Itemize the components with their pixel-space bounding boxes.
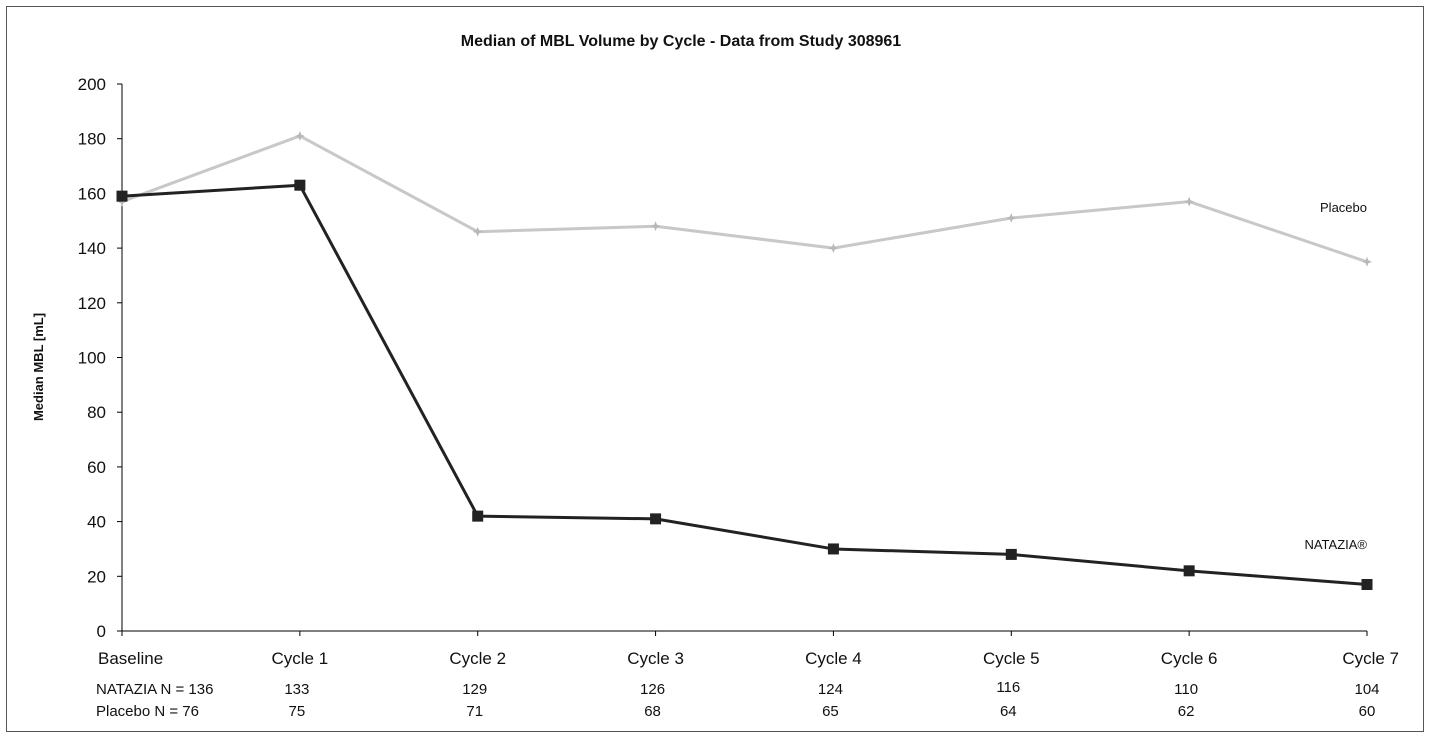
chart-frame [6,6,1424,732]
series-label-natazia: NATAZIA® [1304,537,1367,552]
n-row-value: 124 [818,681,843,698]
y-tick-label: 180 [78,130,106,149]
data-point-placebo [1006,213,1017,223]
n-row-value: 126 [640,681,665,698]
n-row-label: Placebo N = 76 [96,703,199,720]
data-point-placebo [650,221,661,232]
y-tick-label: 160 [78,184,106,203]
y-tick-label: 140 [78,239,106,258]
data-point-natazia [294,179,306,191]
series-line-placebo [121,134,1368,264]
data-point-natazia [1183,565,1195,577]
n-row-value: 116 [996,679,1020,696]
data-point-natazia [827,543,839,555]
n-row-value: 133 [284,681,309,698]
x-tick-label: Baseline [98,649,163,668]
data-point-natazia [1005,548,1017,560]
data-point-placebo [472,226,483,237]
data-point-placebo [1184,196,1195,207]
n-row-value: 104 [1354,681,1379,698]
y-tick-label: 80 [87,403,106,422]
y-tick-label: 40 [87,513,106,532]
n-row-value: 64 [1000,703,1017,720]
chart-title: Median of MBL Volume by Cycle - Data fro… [461,33,902,50]
x-tick-label: Cycle 2 [449,649,506,668]
n-row-value: 110 [1174,681,1198,698]
n-row-value: 71 [466,703,483,720]
series-label-placebo: Placebo [1320,200,1367,215]
n-row-value: 65 [822,703,839,720]
x-tick-label: Cycle 3 [627,649,684,668]
n-row-value: 60 [1359,703,1376,720]
x-tick-label: Cycle 7 [1342,649,1399,668]
n-row-value: 75 [289,703,306,720]
n-row-value: 129 [462,681,487,698]
n-row-label: NATAZIA N = 136 [96,681,213,698]
y-tick-label: 0 [97,622,106,641]
x-tick-label: Cycle 6 [1161,649,1218,668]
y-ticks: 0 20 40 60 80 100 120 140 160 180 200 [78,75,122,641]
data-point-natazia [116,190,128,202]
y-tick-label: 20 [87,567,106,586]
n-row-value: 62 [1178,703,1195,720]
series-group [116,131,1373,591]
x-tick-label: Cycle 4 [805,649,862,668]
axes [121,84,1367,632]
data-point-natazia [472,510,484,522]
y-axis-label: Median MBL [mL] [31,313,46,421]
data-point-natazia [1361,579,1373,591]
data-point-placebo [294,131,305,141]
y-tick-label: 200 [78,75,106,94]
n-row-value: 68 [644,703,661,720]
series-line-natazia [121,183,1368,587]
x-tick-label: Cycle 1 [272,649,329,668]
y-tick-label: 60 [87,458,106,477]
y-tick-label: 120 [78,294,106,313]
data-point-natazia [650,513,662,525]
n-table: NATAZIA N = 136 133 129 126 124 116 110 104 Plac… [96,679,1380,720]
x-tick-label: Cycle 5 [983,649,1040,668]
data-point-placebo [1362,256,1372,267]
data-point-placebo [828,243,839,254]
x-ticks: Baseline Cycle 1 Cycle 2 Cycle 3 Cycle 4 Cycl… [98,631,1399,668]
y-tick-label: 100 [78,349,106,368]
